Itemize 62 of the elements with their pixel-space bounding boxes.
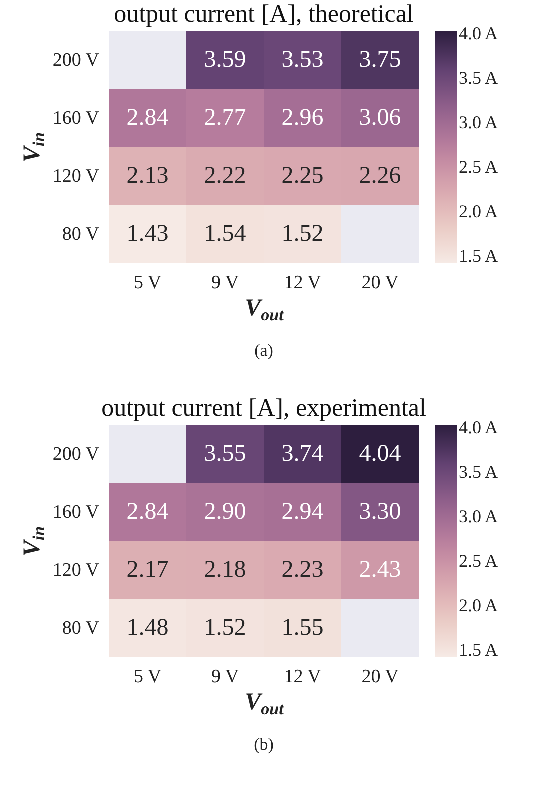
x-tick-label: 12 V bbox=[284, 666, 322, 688]
data-label: 3.59 bbox=[204, 47, 246, 73]
data-label: 2.13 bbox=[126, 163, 169, 189]
data-label: 2.43 bbox=[359, 557, 402, 583]
data-label: 2.84 bbox=[126, 105, 169, 131]
data-label: 2.96 bbox=[282, 105, 324, 131]
color-bar-label: 3.0 A bbox=[459, 112, 498, 132]
color-bar-label: 2.0 A bbox=[459, 595, 498, 616]
x-axis-title: V$_{out}$ bbox=[245, 690, 286, 718]
data-label: 3.74 bbox=[282, 441, 324, 467]
data-label: 1.48 bbox=[126, 615, 169, 641]
x-tick-label: 20 V bbox=[362, 666, 400, 688]
data-label: 3.55 bbox=[204, 441, 246, 467]
data-label: 2.22 bbox=[204, 163, 246, 189]
x-tick-label: 9 V bbox=[211, 272, 240, 294]
color-bar-label: 4.0 A bbox=[459, 418, 498, 438]
color-bar-label: 2.0 A bbox=[459, 201, 498, 222]
y-tick-label: 120 V bbox=[52, 166, 100, 187]
y-tick-label: 160 V bbox=[52, 108, 100, 129]
color-bar-label: 2.5 A bbox=[459, 156, 498, 177]
x-tick-label: 20 V bbox=[362, 272, 400, 294]
data-label: 3.53 bbox=[282, 47, 324, 73]
color-bar-label: 3.0 A bbox=[459, 506, 498, 526]
data-label: 1.55 bbox=[282, 615, 324, 641]
text: (b) bbox=[254, 735, 274, 754]
color-bar-label: 4.0 A bbox=[459, 24, 498, 44]
data-label: 2.77 bbox=[204, 105, 246, 131]
y-tick-label: 160 V bbox=[52, 502, 100, 523]
data-label: 3.06 bbox=[359, 105, 402, 131]
color-bar-label: 1.5 A bbox=[459, 246, 498, 266]
data-label: 2.25 bbox=[282, 163, 324, 189]
data-label: 1.52 bbox=[282, 221, 324, 247]
color-bar-label: 3.5 A bbox=[459, 68, 498, 88]
data-label: 3.75 bbox=[359, 47, 402, 73]
x-tick-label: 9 V bbox=[211, 666, 240, 688]
data-label: 2.94 bbox=[282, 499, 324, 525]
data-label: 1.43 bbox=[126, 221, 169, 247]
x-axis-title: V$_{out}$ bbox=[245, 296, 286, 324]
data-label: 2.84 bbox=[126, 499, 169, 525]
y-tick-label: 200 V bbox=[52, 50, 100, 71]
chart-title: output current [A], experimental bbox=[102, 395, 426, 422]
text: (a) bbox=[254, 341, 274, 360]
y-tick-label: 80 V bbox=[62, 618, 100, 639]
x-tick-label: 12 V bbox=[284, 272, 322, 294]
data-label: 2.26 bbox=[359, 163, 402, 189]
data-label: 2.90 bbox=[204, 499, 246, 525]
data-label: 1.54 bbox=[204, 221, 246, 247]
data-label: 1.52 bbox=[204, 615, 246, 641]
color-bar-label: 2.5 A bbox=[459, 550, 498, 571]
data-label: 2.17 bbox=[126, 557, 169, 583]
color-bar-label: 1.5 A bbox=[459, 640, 498, 660]
y-tick-label: 200 V bbox=[52, 444, 100, 465]
y-tick-label: 120 V bbox=[52, 560, 100, 581]
data-label: 2.23 bbox=[282, 557, 324, 583]
x-tick-label: 5 V bbox=[134, 272, 162, 294]
data-label: 4.04 bbox=[359, 441, 402, 467]
chart-title: output current [A], theoretical bbox=[114, 1, 414, 28]
color-bar-label: 3.5 A bbox=[459, 462, 498, 482]
data-label: 2.18 bbox=[204, 557, 246, 583]
x-tick-label: 5 V bbox=[134, 666, 162, 688]
data-label: 3.30 bbox=[359, 499, 402, 525]
y-tick-label: 80 V bbox=[62, 224, 100, 245]
